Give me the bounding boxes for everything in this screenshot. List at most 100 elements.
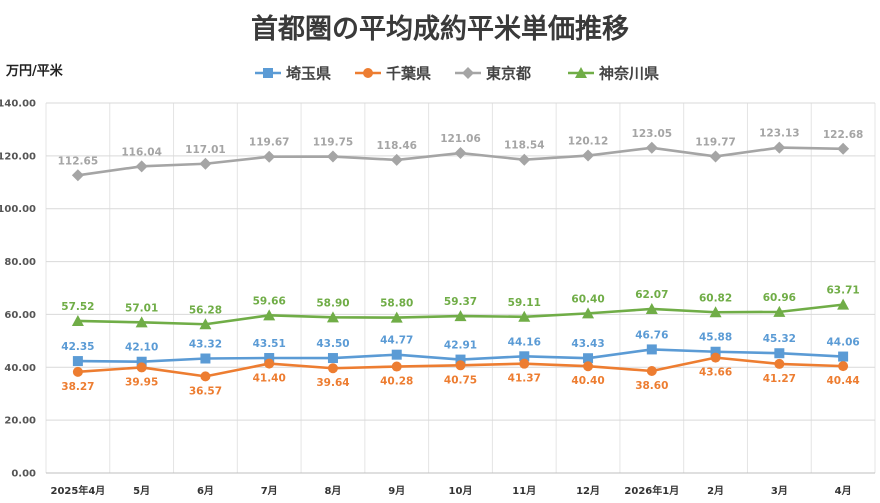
data-label: 41.27 bbox=[763, 373, 796, 385]
data-label: 41.37 bbox=[508, 373, 541, 385]
data-label: 119.75 bbox=[313, 137, 354, 149]
x-tick-label: 9月 bbox=[388, 485, 405, 497]
data-label: 119.77 bbox=[695, 136, 736, 148]
data-point bbox=[454, 147, 467, 160]
data-point bbox=[135, 160, 148, 173]
data-point bbox=[72, 356, 83, 367]
data-label: 59.66 bbox=[253, 295, 286, 307]
data-label: 123.13 bbox=[759, 128, 800, 140]
data-point bbox=[582, 149, 595, 162]
data-label: 44.16 bbox=[508, 336, 541, 348]
data-point bbox=[390, 311, 403, 323]
data-label: 59.37 bbox=[444, 296, 477, 308]
chart-title: 首都圏の平均成約平米単価推移 bbox=[251, 13, 629, 45]
data-labels: 42.35 42.10 43.32 43.51 43.50 44.77 42.91 44.16… bbox=[58, 128, 864, 398]
data-label: 39.95 bbox=[125, 376, 158, 388]
data-label: 42.35 bbox=[61, 341, 94, 353]
data-label: 57.01 bbox=[125, 302, 158, 314]
data-point bbox=[71, 169, 84, 182]
data-point bbox=[645, 141, 658, 154]
legend-entry: 東京都 bbox=[486, 65, 531, 83]
data-label: 58.90 bbox=[316, 297, 349, 309]
legend-entry: 千葉県 bbox=[386, 65, 431, 83]
data-point bbox=[837, 298, 850, 310]
data-point bbox=[136, 362, 147, 373]
data-point bbox=[583, 353, 594, 364]
data-label: 44.06 bbox=[827, 337, 860, 349]
data-label: 59.11 bbox=[508, 297, 541, 309]
data-point bbox=[710, 346, 721, 357]
data-label: 63.71 bbox=[827, 285, 860, 297]
data-label: 39.64 bbox=[316, 377, 349, 389]
data-point bbox=[263, 150, 276, 163]
x-tick-label: 2025年4月 bbox=[50, 484, 105, 497]
y-tick-label: 140.00 bbox=[0, 99, 36, 110]
data-point bbox=[135, 316, 148, 328]
data-point bbox=[455, 360, 466, 371]
data-point bbox=[72, 366, 83, 377]
data-label: 40.75 bbox=[444, 374, 477, 386]
data-label: 43.32 bbox=[189, 339, 222, 351]
data-point bbox=[582, 307, 595, 319]
legend-marker bbox=[462, 67, 474, 79]
data-point bbox=[200, 353, 211, 364]
data-label: 45.32 bbox=[763, 333, 796, 345]
data-label: 120.12 bbox=[568, 136, 609, 148]
data-label: 118.54 bbox=[504, 140, 545, 152]
data-label: 58.80 bbox=[380, 298, 413, 310]
data-label: 46.76 bbox=[635, 329, 668, 341]
data-label: 43.51 bbox=[253, 338, 286, 350]
data-label: 43.50 bbox=[316, 338, 349, 350]
data-point bbox=[455, 354, 466, 365]
data-point bbox=[199, 157, 212, 170]
data-point bbox=[327, 363, 338, 374]
data-point bbox=[709, 150, 722, 163]
data-point bbox=[200, 371, 211, 382]
data-point bbox=[519, 351, 530, 362]
data-label: 56.28 bbox=[189, 304, 222, 316]
x-tick-label: 8月 bbox=[324, 485, 341, 497]
data-label: 112.65 bbox=[58, 155, 99, 167]
data-label: 60.40 bbox=[571, 293, 604, 305]
data-label: 62.07 bbox=[635, 289, 668, 301]
data-point bbox=[646, 365, 657, 376]
data-label: 40.44 bbox=[827, 375, 860, 387]
x-tick-label: 2月 bbox=[707, 485, 724, 497]
data-point bbox=[326, 311, 339, 323]
data-point bbox=[773, 141, 786, 154]
data-label: 119.67 bbox=[249, 137, 290, 149]
data-point bbox=[518, 153, 531, 166]
x-tick-label: 11月 bbox=[512, 485, 536, 497]
legend-entry: 埼玉県 bbox=[286, 65, 331, 83]
data-point bbox=[774, 348, 785, 359]
x-tick-label: 5月 bbox=[133, 485, 150, 497]
data-point bbox=[838, 351, 849, 362]
data-label: 122.68 bbox=[823, 129, 864, 141]
data-point bbox=[326, 150, 339, 163]
y-tick-label: 20.00 bbox=[4, 416, 36, 427]
data-label: 121.06 bbox=[440, 133, 481, 145]
x-tick-label: 7月 bbox=[261, 485, 278, 497]
x-tick-label: 12月 bbox=[576, 485, 600, 497]
data-point bbox=[454, 310, 467, 322]
data-point bbox=[136, 356, 147, 367]
data-point bbox=[519, 358, 530, 369]
data-label: 40.28 bbox=[380, 376, 413, 388]
data-label: 116.04 bbox=[121, 146, 162, 158]
data-point bbox=[645, 302, 658, 314]
x-tick-label: 4月 bbox=[835, 485, 852, 497]
data-label: 57.52 bbox=[61, 301, 94, 313]
data-point bbox=[837, 142, 850, 155]
data-point bbox=[838, 361, 849, 372]
series-markers bbox=[71, 141, 850, 382]
data-point bbox=[263, 309, 276, 321]
x-tick-label: 10月 bbox=[449, 485, 473, 497]
x-tick-label: 3月 bbox=[771, 485, 788, 497]
data-label: 40.40 bbox=[571, 375, 604, 387]
legend-marker bbox=[363, 68, 373, 78]
data-label: 60.82 bbox=[699, 292, 732, 304]
y-tick-label: 100.00 bbox=[0, 204, 36, 215]
data-label: 43.43 bbox=[571, 338, 604, 350]
